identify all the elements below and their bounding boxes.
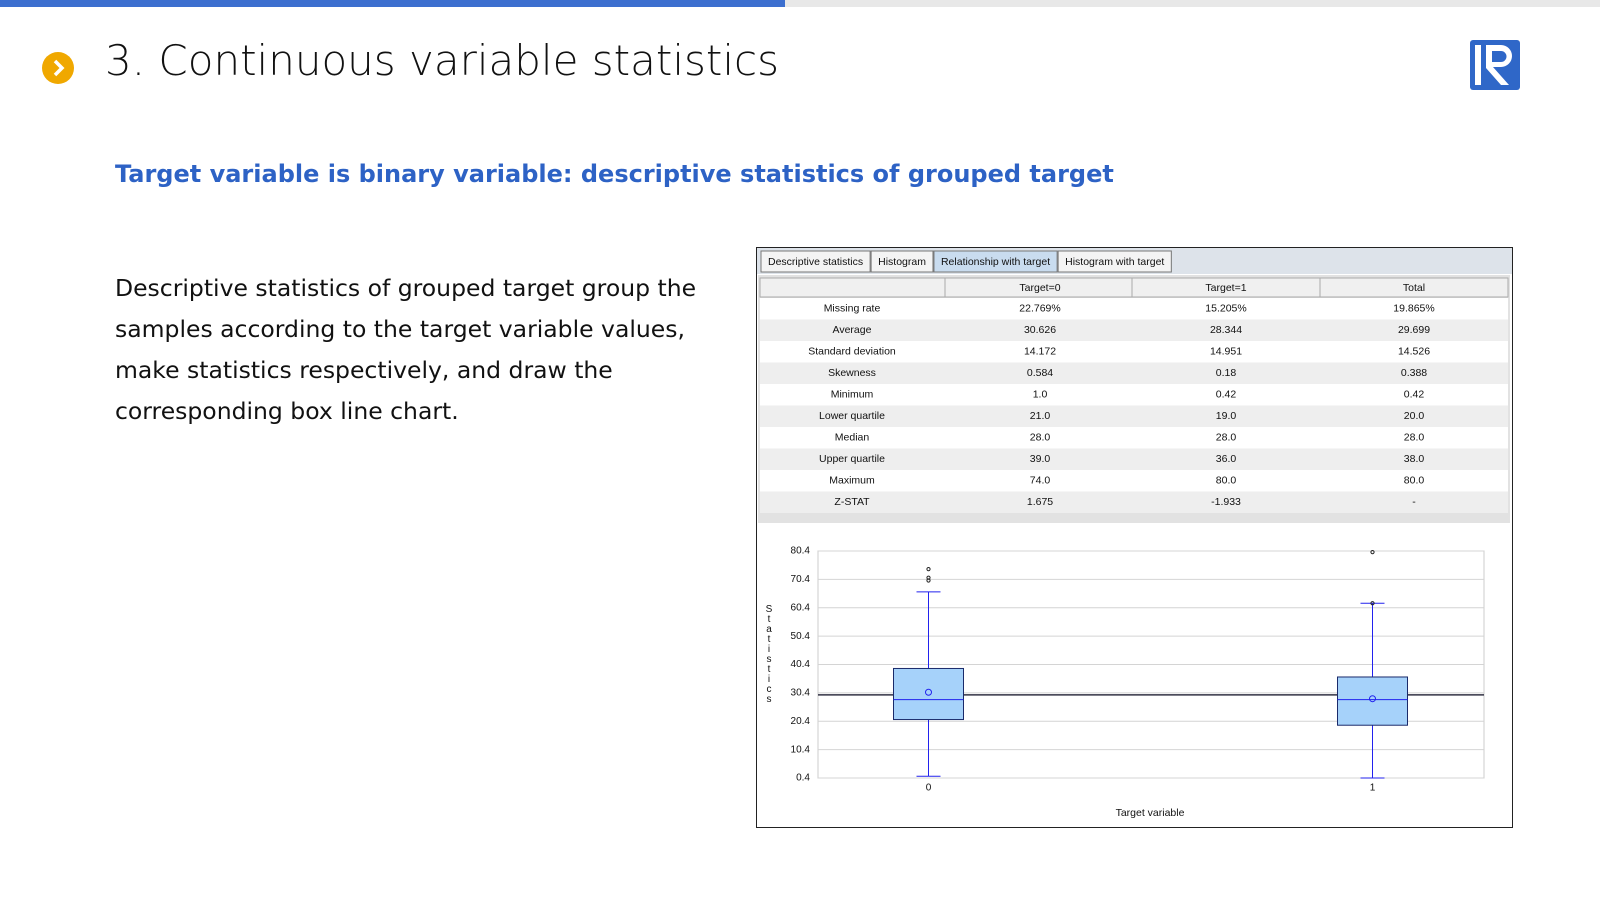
y-tick-label: 20.4 bbox=[791, 716, 811, 727]
table-cell: 1.675 bbox=[1027, 496, 1053, 508]
logo bbox=[1470, 40, 1520, 90]
tab-label: Descriptive statistics bbox=[768, 256, 863, 268]
outlier bbox=[926, 575, 931, 580]
table-cell: 80.0 bbox=[1404, 475, 1425, 487]
table-cell: 30.626 bbox=[1024, 324, 1056, 336]
table-cell: 38.0 bbox=[1404, 453, 1425, 465]
outlier bbox=[1370, 550, 1375, 555]
table-cell: 36.0 bbox=[1216, 453, 1237, 465]
table-row bbox=[760, 319, 1508, 341]
table-cell: 0.42 bbox=[1404, 389, 1425, 401]
table-row bbox=[760, 491, 1508, 513]
y-tick-label: 70.4 bbox=[791, 574, 811, 585]
y-tick-label: 50.4 bbox=[791, 631, 811, 642]
outlier bbox=[926, 567, 931, 572]
tab-label: Relationship with target bbox=[941, 256, 1050, 268]
table-cell: Missing rate bbox=[824, 303, 881, 315]
progress-track bbox=[785, 0, 1600, 7]
subtitle: Target variable is binary variable: desc… bbox=[115, 160, 1114, 188]
table-cell: 28.0 bbox=[1404, 432, 1425, 444]
y-tick-label: 10.4 bbox=[791, 744, 811, 755]
y-axis-label: Statistics bbox=[764, 604, 775, 704]
tab[interactable] bbox=[870, 250, 934, 273]
y-tick-label: 60.4 bbox=[791, 602, 811, 613]
column-header: Target=1 bbox=[1205, 282, 1246, 294]
tab-label: Histogram bbox=[878, 256, 926, 268]
y-tick-label: 30.4 bbox=[791, 688, 811, 699]
table-cell: 14.172 bbox=[1024, 346, 1056, 358]
table-cell: 39.0 bbox=[1030, 453, 1051, 465]
table-row bbox=[760, 405, 1508, 427]
table-cell: Maximum bbox=[829, 475, 875, 487]
table-cell: 74.0 bbox=[1030, 475, 1051, 487]
table-cell: 20.0 bbox=[1404, 410, 1425, 422]
table-cell: 21.0 bbox=[1030, 410, 1051, 422]
tab[interactable] bbox=[1057, 250, 1172, 273]
x-tick-label: 0 bbox=[926, 783, 932, 794]
table-cell: 80.0 bbox=[1216, 475, 1237, 487]
table-cell: 28.0 bbox=[1216, 432, 1237, 444]
tab-label: Histogram with target bbox=[1065, 256, 1164, 268]
table-cell: 19.865% bbox=[1393, 303, 1434, 315]
screenshot-panel: Descriptive statistics Histogram Relations… bbox=[756, 247, 1513, 828]
table-cell: Minimum bbox=[831, 389, 874, 401]
progress-bar bbox=[0, 0, 785, 7]
x-axis-label: Target variable bbox=[1116, 807, 1185, 819]
table-cell: 14.526 bbox=[1398, 346, 1430, 358]
table-cell: 28.0 bbox=[1030, 432, 1051, 444]
box bbox=[893, 667, 964, 721]
y-tick-label: 80.4 bbox=[791, 546, 811, 557]
table-row bbox=[760, 448, 1508, 470]
table-cell: Standard deviation bbox=[808, 346, 896, 358]
table-cell: 14.951 bbox=[1210, 346, 1242, 358]
table-cell: 0.18 bbox=[1216, 367, 1237, 379]
table-cell: - bbox=[1412, 496, 1416, 508]
y-tick-label: 0.4 bbox=[796, 773, 810, 784]
table-row bbox=[760, 298, 1508, 320]
table-cell: Upper quartile bbox=[819, 453, 885, 465]
tab[interactable] bbox=[933, 250, 1058, 273]
table-header-bg bbox=[759, 277, 1509, 298]
column-header: Target=0 bbox=[1019, 282, 1060, 294]
outlier bbox=[1370, 601, 1375, 606]
table-row bbox=[760, 341, 1508, 363]
bullet-icon bbox=[42, 52, 74, 84]
x-tick-label: 1 bbox=[1370, 783, 1376, 794]
table-cell: 29.699 bbox=[1398, 324, 1430, 336]
table-cell: Z-STAT bbox=[834, 496, 870, 508]
table-cell: 22.769% bbox=[1019, 303, 1060, 315]
paragraph: Descriptive statistics of grouped target… bbox=[115, 274, 697, 425]
table-cell: Lower quartile bbox=[819, 410, 885, 422]
table-cell: Skewness bbox=[828, 367, 876, 379]
table-cell: -1.933 bbox=[1211, 496, 1241, 508]
table-cell: 1.0 bbox=[1033, 389, 1048, 401]
table-cell: 15.205% bbox=[1205, 303, 1246, 315]
table-cell: Median bbox=[835, 432, 870, 444]
table-cell: 0.388 bbox=[1401, 367, 1427, 379]
table-row bbox=[760, 427, 1508, 449]
table-row bbox=[760, 384, 1508, 406]
title: 3. Continuous variable statistics bbox=[105, 36, 779, 85]
table-row bbox=[760, 362, 1508, 384]
column-header: Total bbox=[1403, 282, 1425, 294]
table-cell: Average bbox=[833, 324, 872, 336]
table-cell: 19.0 bbox=[1216, 410, 1237, 422]
tab[interactable] bbox=[760, 250, 871, 273]
table-cell: 28.344 bbox=[1210, 324, 1242, 336]
box bbox=[1337, 676, 1408, 726]
mean-marker bbox=[925, 688, 932, 696]
table-cell: 0.584 bbox=[1027, 367, 1053, 379]
table-row bbox=[760, 470, 1508, 492]
y-tick-label: 40.4 bbox=[791, 659, 811, 670]
table-cell: 0.42 bbox=[1216, 389, 1237, 401]
mean-marker bbox=[1369, 695, 1376, 703]
